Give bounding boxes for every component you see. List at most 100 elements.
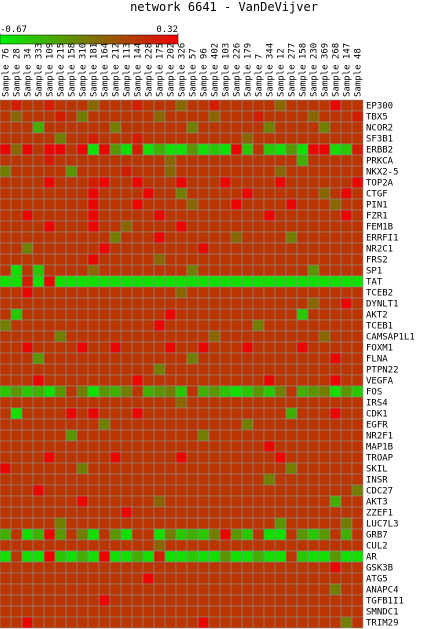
heatmap-cell <box>351 275 364 288</box>
heatmap-cell <box>0 176 12 189</box>
heatmap-cell <box>153 242 166 255</box>
row-label: ANAPC4 <box>366 586 399 596</box>
column-label: Sample 310 <box>79 43 89 97</box>
heatmap-cell <box>186 220 199 233</box>
heatmap-cell <box>142 242 155 255</box>
heatmap-cell <box>21 407 34 420</box>
heatmap-cell <box>263 143 276 156</box>
heatmap-cell <box>21 264 34 277</box>
heatmap-cell <box>43 308 56 321</box>
heatmap-cell <box>230 572 243 585</box>
heatmap-cell <box>241 583 254 596</box>
row-label: AKT2 <box>366 311 388 321</box>
heatmap-cell <box>0 198 12 211</box>
heatmap-cell <box>263 528 276 541</box>
heatmap-cell <box>65 110 78 123</box>
heatmap-cell <box>208 99 221 112</box>
heatmap-cell <box>142 132 155 145</box>
heatmap-cell <box>252 253 265 266</box>
heatmap-cell <box>164 154 177 167</box>
heatmap-cell <box>109 242 122 255</box>
heatmap-cell <box>230 297 243 310</box>
heatmap-cell <box>131 99 144 112</box>
heatmap-cell <box>54 616 67 629</box>
heatmap-cell <box>197 539 210 552</box>
heatmap-cell <box>54 363 67 376</box>
heatmap-cell <box>21 462 34 475</box>
heatmap-cell <box>274 99 287 112</box>
heatmap-cell <box>153 462 166 475</box>
heatmap-cell <box>76 385 89 398</box>
heatmap-cell <box>230 121 243 134</box>
heatmap-cell <box>197 242 210 255</box>
heatmap-cell <box>54 110 67 123</box>
heatmap-cell <box>241 187 254 200</box>
heatmap-cell <box>351 528 364 541</box>
heatmap-cell <box>43 242 56 255</box>
heatmap-cell <box>307 616 320 629</box>
heatmap-cell <box>274 352 287 365</box>
heatmap-cell <box>131 440 144 453</box>
heatmap-cell <box>153 209 166 222</box>
heatmap-cell <box>10 462 23 475</box>
heatmap-cell <box>219 616 232 629</box>
heatmap-cell <box>142 429 155 442</box>
heatmap-cell <box>296 319 309 332</box>
heatmap-cell <box>98 528 111 541</box>
heatmap-cell <box>21 143 34 156</box>
heatmap-cell <box>197 517 210 530</box>
heatmap-cell <box>10 484 23 497</box>
heatmap-cell <box>142 616 155 629</box>
heatmap-cell <box>329 231 342 244</box>
heatmap-cell <box>76 451 89 464</box>
heatmap-cell <box>43 528 56 541</box>
heatmap-cell <box>252 99 265 112</box>
heatmap-cell <box>131 385 144 398</box>
heatmap-cell <box>98 451 111 464</box>
heatmap-cell <box>142 330 155 343</box>
heatmap-cell <box>252 363 265 376</box>
heatmap-cell <box>109 363 122 376</box>
heatmap-cell <box>351 187 364 200</box>
heatmap-cell <box>340 198 353 211</box>
row-label: AR <box>366 553 377 563</box>
heatmap-cell <box>142 506 155 519</box>
heatmap-cell <box>54 583 67 596</box>
heatmap-cell <box>307 319 320 332</box>
heatmap-cell <box>296 462 309 475</box>
heatmap-cell <box>65 231 78 244</box>
heatmap-cell <box>274 165 287 178</box>
heatmap-cell <box>164 132 177 145</box>
heatmap-cell <box>0 319 12 332</box>
heatmap-cell <box>241 550 254 563</box>
heatmap-cell <box>109 396 122 409</box>
heatmap-cell <box>263 418 276 431</box>
heatmap-cell <box>186 297 199 310</box>
heatmap-cell <box>307 539 320 552</box>
heatmap-cell <box>329 319 342 332</box>
heatmap-cell <box>0 506 12 519</box>
heatmap-cell <box>65 462 78 475</box>
heatmap-cell <box>54 418 67 431</box>
heatmap-cell <box>241 407 254 420</box>
heatmap-cell <box>186 275 199 288</box>
heatmap-cell <box>65 429 78 442</box>
heatmap-cell <box>186 583 199 596</box>
heatmap-cell <box>186 231 199 244</box>
heatmap-cell <box>263 99 276 112</box>
heatmap-cell <box>230 418 243 431</box>
heatmap-cell <box>32 319 45 332</box>
heatmap-cell <box>109 495 122 508</box>
heatmap-cell <box>296 407 309 420</box>
heatmap-cell <box>329 484 342 497</box>
heatmap-cell <box>208 550 221 563</box>
heatmap-cell <box>186 121 199 134</box>
heatmap-cell <box>296 594 309 607</box>
heatmap-cell <box>318 242 331 255</box>
row-label: VEGFA <box>366 377 394 387</box>
heatmap-cell <box>109 429 122 442</box>
heatmap-cell <box>219 363 232 376</box>
heatmap-cell <box>142 451 155 464</box>
heatmap-cell <box>186 462 199 475</box>
heatmap-cell <box>351 132 364 145</box>
